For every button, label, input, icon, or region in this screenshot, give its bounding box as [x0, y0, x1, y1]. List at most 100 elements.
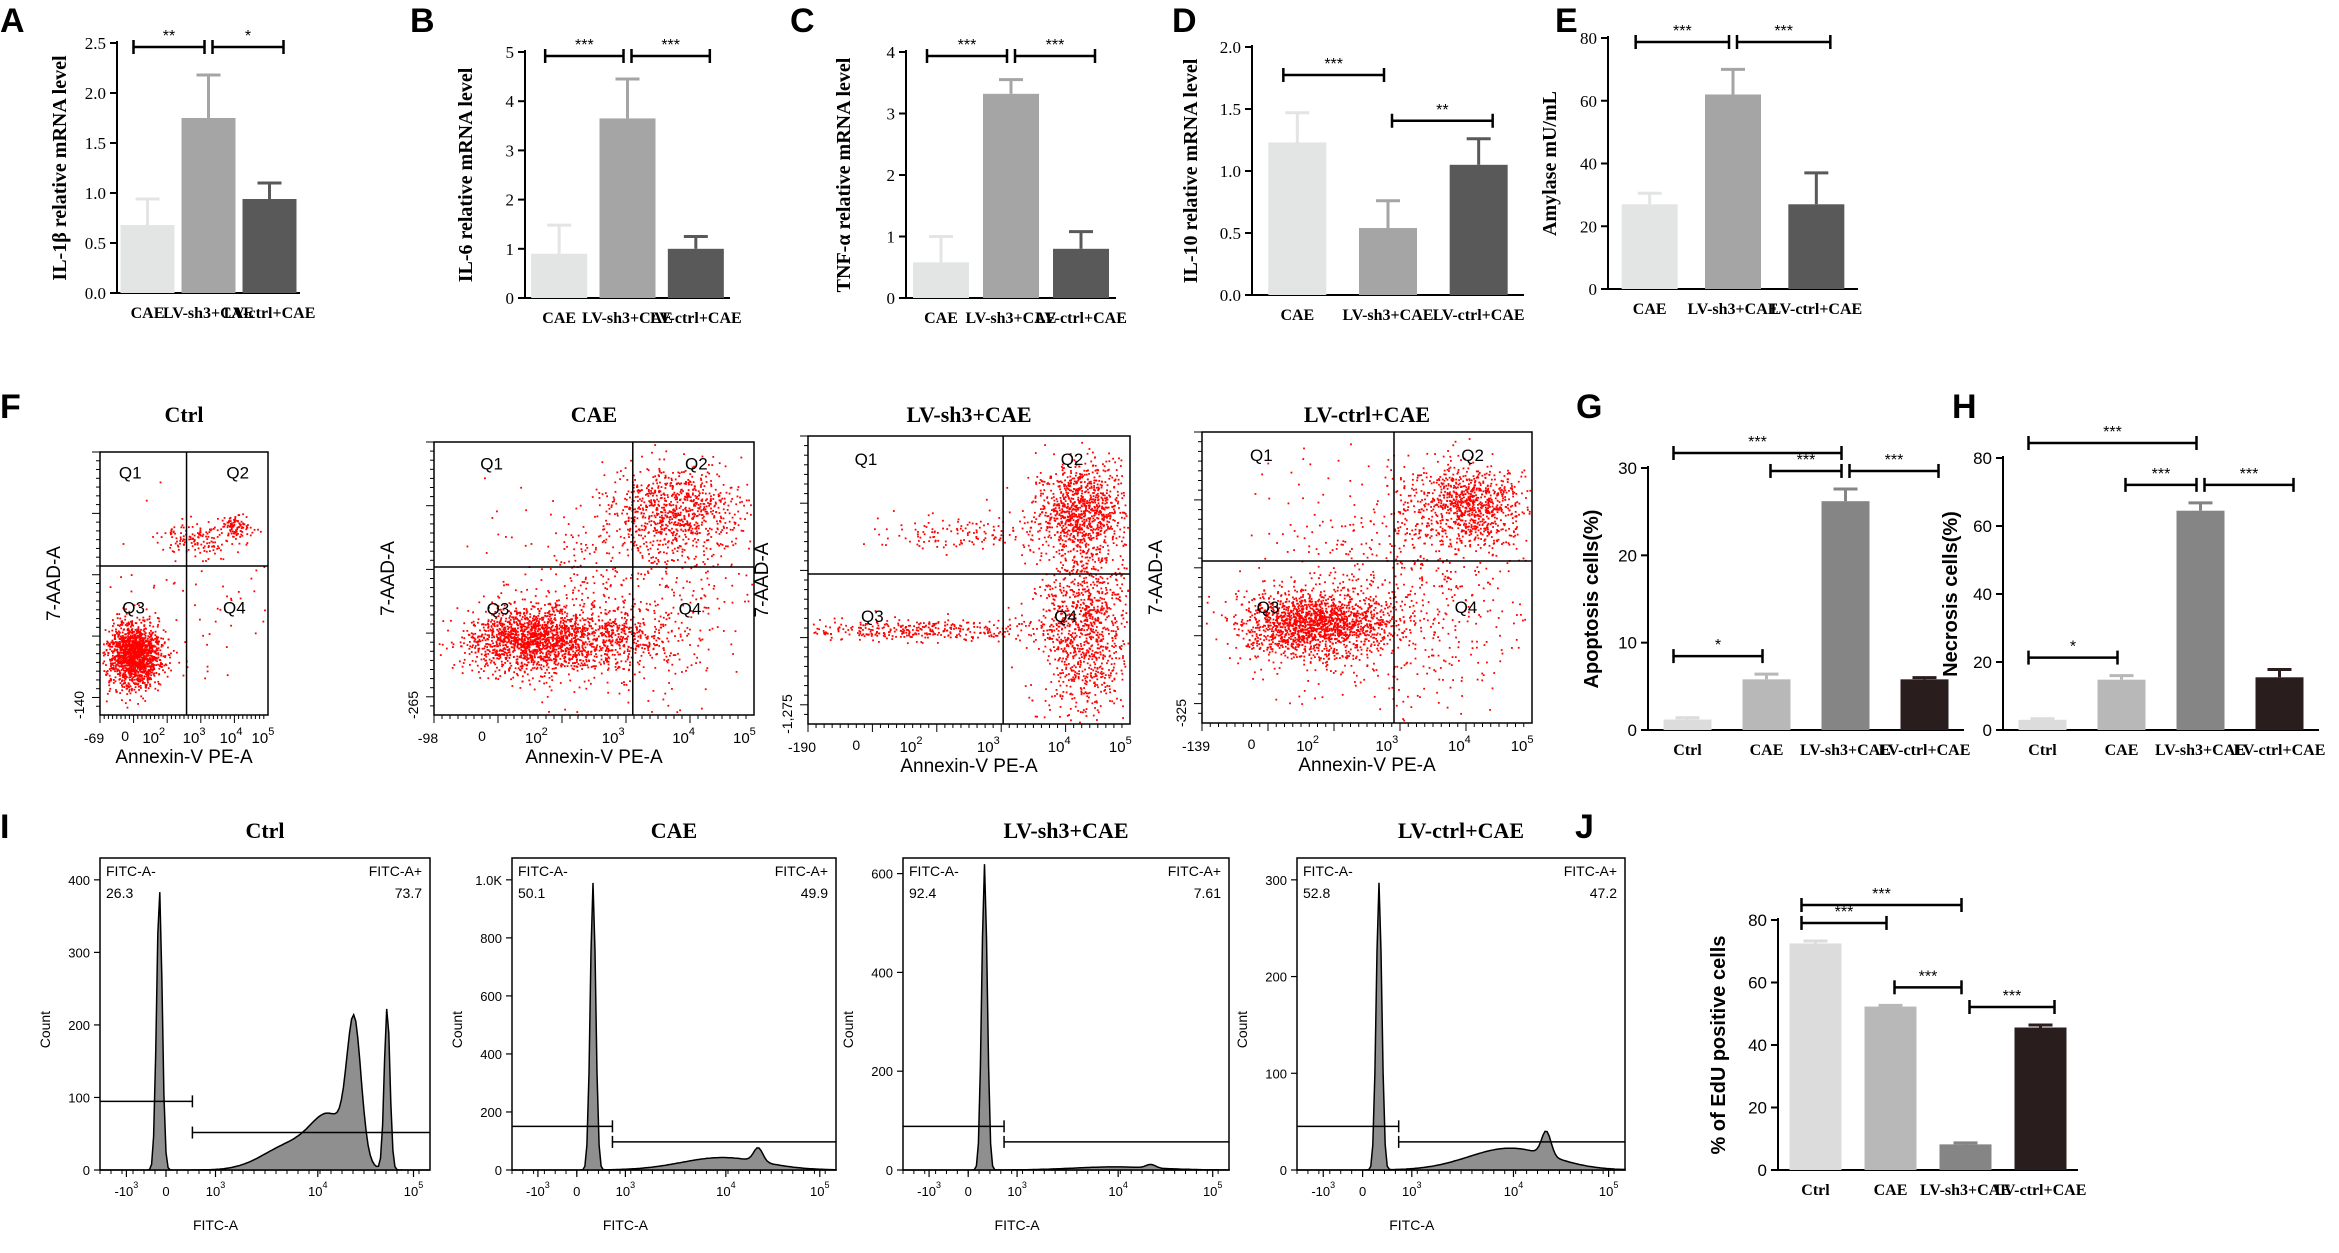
- panel-f-plot-2-event-dot: [641, 555, 644, 557]
- panel-f-plot-2-event-dot: [686, 634, 689, 637]
- panel-f-plot-2-event-dot: [718, 607, 721, 610]
- panel-f-plot-2-event-dot: [684, 470, 687, 472]
- panel-f-plot-2-event-dot: [491, 636, 494, 639]
- panel-f-plot-2-event-dot: [526, 656, 529, 659]
- panel-f-plot-1-event-dot: [158, 673, 161, 675]
- panel-f-plot-1-event-dot: [159, 659, 162, 661]
- panel-f-plot-2-event-dot: [708, 527, 711, 530]
- panel-f-plot-2-event-dot: [705, 571, 707, 574]
- panel-f-plot-1-event-dot: [135, 674, 138, 677]
- panel-f-plot-1-event-dot: [128, 688, 131, 691]
- panel-f-plot-1-event-dot: [175, 537, 178, 540]
- panel-f-plot-1-event-dot: [119, 631, 121, 634]
- panel-f-plot-1-event-dot: [235, 519, 237, 522]
- panel-f-plot-2-event-dot: [671, 527, 673, 530]
- panel-f-plot-2-event-dot: [725, 526, 728, 529]
- panel-f-plot-2-event-dot: [696, 515, 698, 517]
- panel-f-plot-2-event-dot: [516, 636, 519, 639]
- panel-f-plot-2-event-dot: [519, 665, 522, 668]
- chart-d-sig-label: **: [1436, 102, 1448, 119]
- panel-f-plot-2-event-dot: [496, 625, 499, 628]
- panel-f-plot-2-event-dot: [496, 666, 498, 669]
- panel-f-plot-2-event-dot: [456, 607, 459, 610]
- panel-f-plot-2-event-dot: [686, 497, 689, 499]
- panel-f-plot-2-event-dot: [520, 623, 522, 626]
- panel-f-plot-2-event-dot: [543, 635, 546, 638]
- panel-f-plot-1-event-dot: [115, 628, 117, 631]
- panel-f-plot-1-event-dot: [134, 668, 136, 671]
- panel-f-plot-1-event-dot: [218, 547, 220, 550]
- panel-f-plot-2-event-dot: [654, 501, 656, 504]
- panel-f-plot-1-event-dot: [137, 626, 140, 629]
- panel-f-plot-2-event-dot: [505, 617, 507, 620]
- panel-f-plot-2-event-dot: [502, 631, 505, 634]
- panel-f-plot-2-event-dot: [534, 595, 537, 597]
- panel-f-plot-2-event-dot: [672, 532, 674, 535]
- panel-f-plot-2-event-dot: [679, 523, 682, 525]
- panel-f-plot-1-ymin-label: -140: [71, 691, 87, 719]
- panel-f-plot-2-event-dot: [659, 516, 661, 519]
- panel-f-plot-2-event-dot: [680, 598, 683, 601]
- panel-f-plot-2-event-dot: [585, 660, 588, 663]
- panel-f-plot-2-event-dot: [668, 617, 671, 620]
- panel-f-plot-2-event-dot: [676, 530, 679, 532]
- panel-f-plot-1-event-dot: [119, 617, 122, 620]
- panel-f-plot-1-event-dot: [230, 524, 232, 526]
- panel-f-plot-2-event-dot: [574, 634, 576, 637]
- panel-f-plot-2-event-dot: [502, 638, 505, 641]
- panel-f-plot-2-event-dot: [624, 505, 626, 508]
- panel-f-plot-2-event-dot: [639, 610, 641, 613]
- panel-f-plot-1-event-dot: [121, 624, 124, 626]
- panel-f-plot-1-event-dot: [126, 641, 129, 643]
- chart-c-bar: [983, 93, 1039, 298]
- panel-f-plot-1-event-dot: [127, 671, 130, 674]
- panel-f-plot-1-event-dot: [134, 646, 137, 649]
- panel-f-plot-1-event-dot: [241, 531, 244, 533]
- panel-f-plot-1-event-dot: [235, 529, 237, 532]
- chart-j-bar: [2014, 1027, 2067, 1170]
- panel-f-plot-2-event-dot: [593, 634, 596, 637]
- panel-f-plot-2-event-dot: [493, 620, 496, 623]
- panel-f-plot-2-event-dot: [506, 625, 509, 628]
- panel-f-plot-1-event-dot: [149, 654, 152, 657]
- panel-f-plot-2-event-dot: [624, 522, 627, 525]
- panel-f-plot-2-event-dot: [603, 627, 606, 630]
- panel-f-plot-2-event-dot: [523, 663, 526, 666]
- panel-f-plot-2-event-dot: [632, 484, 635, 486]
- panel-f-plot-2-event-dot: [523, 634, 526, 636]
- panel-f-plot-2-event-dot: [576, 574, 579, 576]
- panel-f-plot-2-event-dot: [648, 553, 650, 555]
- chart-j-sig-label: ***: [1919, 968, 1938, 985]
- panel-f-plot-1-event-dot: [180, 526, 183, 529]
- panel-f-plot-1-event-dot: [129, 631, 132, 633]
- panel-f-plot-2-event-dot: [717, 506, 720, 509]
- panel-f-plot-2-event-dot: [522, 623, 525, 626]
- panel-f-plot-1-event-dot: [132, 640, 135, 643]
- panel-f-plot-1-event-dot: [203, 550, 206, 552]
- panel-f-plot-2-event-dot: [524, 639, 526, 642]
- panel-f-plot-2-event-dot: [723, 497, 726, 500]
- panel-f-plot-1-event-dot: [119, 645, 122, 648]
- panel-f-plot-2-event-dot: [716, 473, 719, 476]
- panel-f-plot-2-event-dot: [690, 532, 692, 534]
- panel-f-plot-2-event-dot: [488, 636, 491, 639]
- panel-f-plot-1-event-dot: [146, 655, 149, 657]
- panel-f-plot-2-event-dot: [712, 553, 715, 556]
- panel-f-plot-2-event-dot: [537, 624, 540, 627]
- panel-f-plot-2-event-dot: [506, 646, 508, 648]
- panel-f-plot-1-event-dot: [152, 667, 155, 670]
- panel-f-plot-2-event-dot: [486, 662, 488, 665]
- panel-f-plot-2-event-dot: [673, 594, 675, 597]
- panel-f-plot-2-event-dot: [548, 659, 551, 661]
- panel-f-plot-2-event-dot: [546, 645, 549, 647]
- panel-f-plot-2-event-dot: [507, 649, 509, 651]
- panel-f-plot-2-event-dot: [649, 492, 652, 495]
- panel-f-plot-2-event-dot: [502, 634, 505, 637]
- panel-f-plot-1-event-dot: [160, 536, 163, 538]
- panel-f-plot-2-event-dot: [560, 662, 563, 665]
- panel-f-plot-1-event-dot: [245, 525, 248, 528]
- panel-f-plot-2-event-dot: [531, 633, 534, 636]
- panel-f-plot-1-event-dot: [129, 699, 131, 702]
- panel-f-plot-2-event-dot: [522, 644, 525, 647]
- panel-f-plot-2-event-dot: [474, 660, 477, 663]
